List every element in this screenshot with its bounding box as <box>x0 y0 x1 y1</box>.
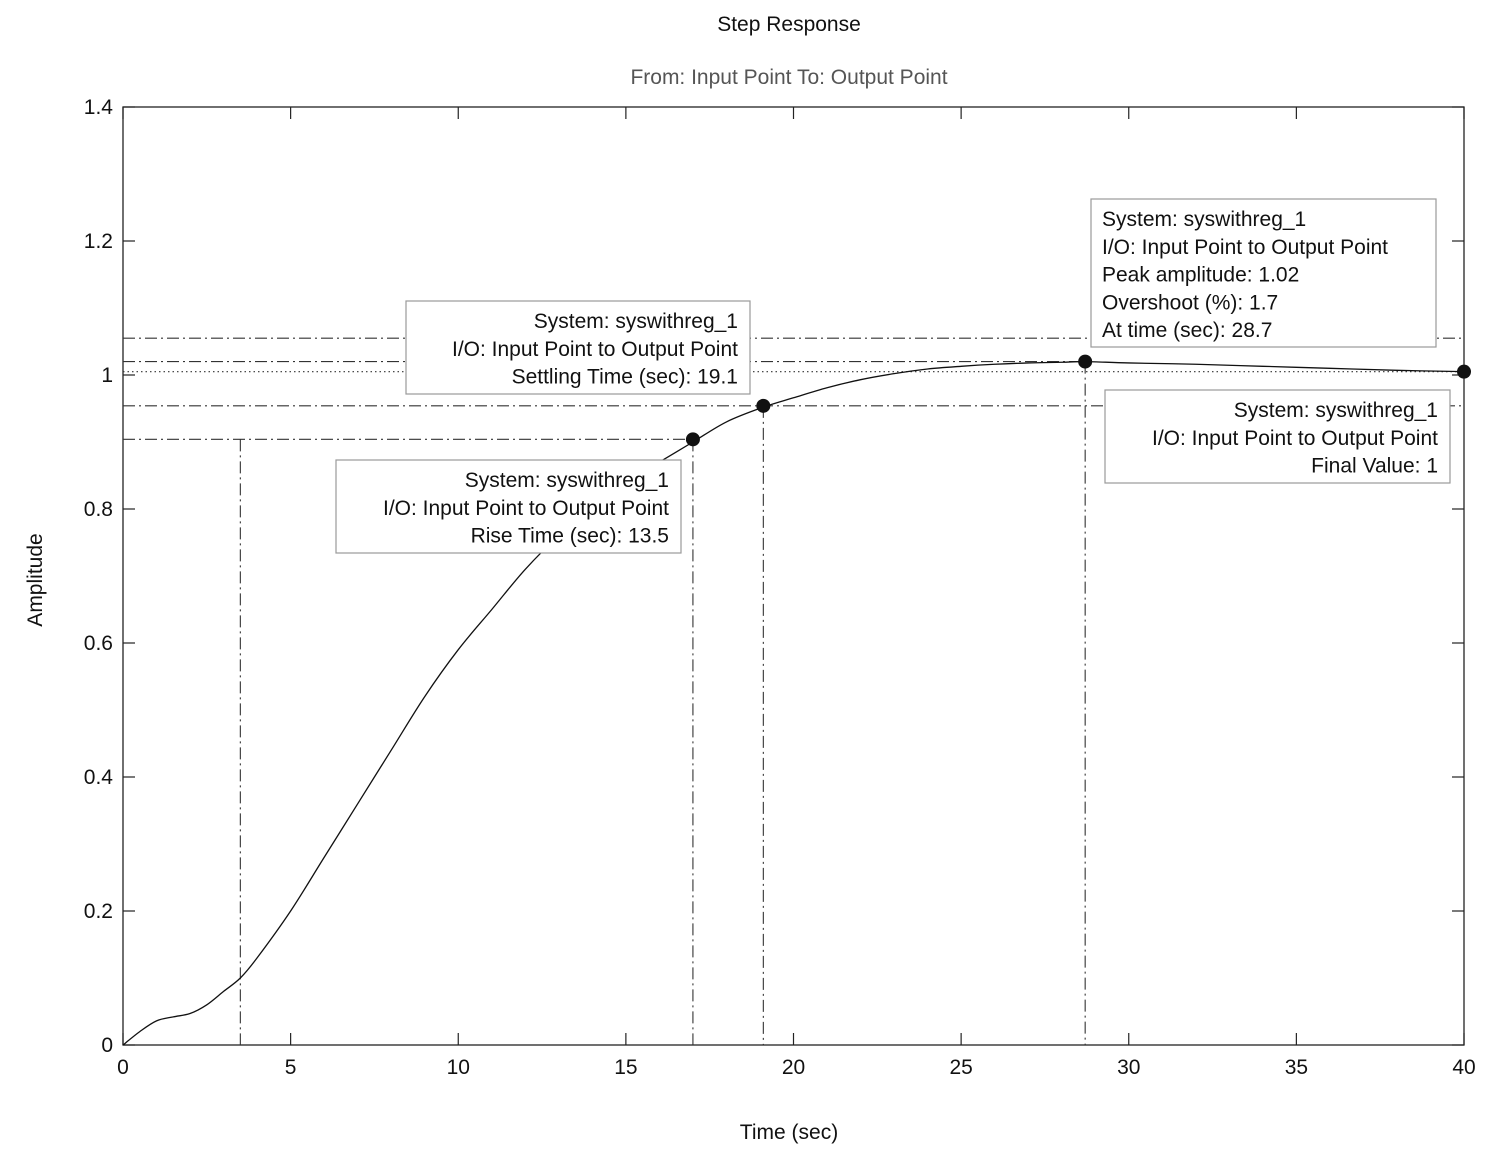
final-datatip: System: syswithreg_1 I/O: Input Point to … <box>1104 389 1451 484</box>
y-tick-label: 0.2 <box>84 900 113 923</box>
settling-datatip-line: I/O: Input Point to Output Point <box>452 338 738 361</box>
y-tick-label: 1.2 <box>84 230 113 253</box>
peak-marker <box>1078 354 1093 369</box>
final-marker <box>1457 364 1471 379</box>
x-tick-label: 40 <box>1452 1056 1475 1079</box>
x-tick-label: 30 <box>1117 1056 1140 1079</box>
rise-datatip-line: System: syswithreg_1 <box>465 469 669 492</box>
y-axis-label: Amplitude <box>24 533 47 626</box>
y-tick-label: 0 <box>101 1034 113 1057</box>
axis-ticks: 0 5 10 15 20 25 30 35 40 0 0.2 0.4 0.6 0.8 1 1.2 1.4 <box>84 96 1476 1079</box>
y-tick-label: 0.6 <box>84 632 113 655</box>
datatip-boxes: System: syswithreg_1 I/O: Input Point to … <box>335 198 1451 554</box>
characteristic-markers <box>685 354 1471 447</box>
y-tick-label: 0.4 <box>84 766 114 789</box>
final-datatip-line: Final Value: 1 <box>1311 455 1438 478</box>
x-tick-label: 5 <box>285 1056 297 1079</box>
peak-datatip-line: At time (sec): 28.7 <box>1102 319 1272 342</box>
x-tick-label: 20 <box>782 1056 805 1079</box>
peak-datatip-box <box>1090 198 1437 348</box>
peak-datatip-line: Overshoot (%): 1.7 <box>1102 291 1278 314</box>
rise-datatip: System: syswithreg_1 I/O: Input Point to … <box>335 459 682 554</box>
x-tick-label: 35 <box>1285 1056 1308 1079</box>
rise-datatip-line: Rise Time (sec): 13.5 <box>471 525 669 548</box>
settling-datatip-line: Settling Time (sec): 19.1 <box>512 366 738 389</box>
y-tick-label: 0.8 <box>84 498 113 521</box>
x-tick-label: 25 <box>949 1056 972 1079</box>
rise-datatip-line: I/O: Input Point to Output Point <box>383 497 669 520</box>
settling-datatip-box <box>405 300 751 395</box>
x-axis-label: Time (sec) <box>740 1121 838 1144</box>
peak-datatip-line: System: syswithreg_1 <box>1102 208 1306 231</box>
x-tick-label: 15 <box>614 1056 637 1079</box>
y-tick-label: 1.4 <box>84 96 114 119</box>
final-datatip-box <box>1104 389 1451 484</box>
x-tick-label: 10 <box>447 1056 470 1079</box>
reference-lines <box>123 337 1464 1045</box>
x-tick-label: 0 <box>117 1056 129 1079</box>
settling-datatip: System: syswithreg_1 I/O: Input Point to … <box>405 300 751 395</box>
peak-datatip-line: Peak amplitude: 1.02 <box>1102 264 1299 287</box>
settling-marker <box>756 398 771 413</box>
peak-datatip: System: syswithreg_1 I/O: Input Point to … <box>1090 198 1437 348</box>
y-tick-label: 1 <box>101 364 113 387</box>
settling-datatip-line: System: syswithreg_1 <box>534 310 738 333</box>
rise-datatip-box <box>335 459 682 554</box>
final-datatip-line: I/O: Input Point to Output Point <box>1152 427 1438 450</box>
chart-title: Step Response <box>717 13 861 36</box>
chart-subtitle: From: Input Point To: Output Point <box>630 66 947 89</box>
rise-marker <box>685 432 700 447</box>
final-datatip-line: System: syswithreg_1 <box>1234 399 1438 422</box>
peak-datatip-line: I/O: Input Point to Output Point <box>1102 236 1388 259</box>
